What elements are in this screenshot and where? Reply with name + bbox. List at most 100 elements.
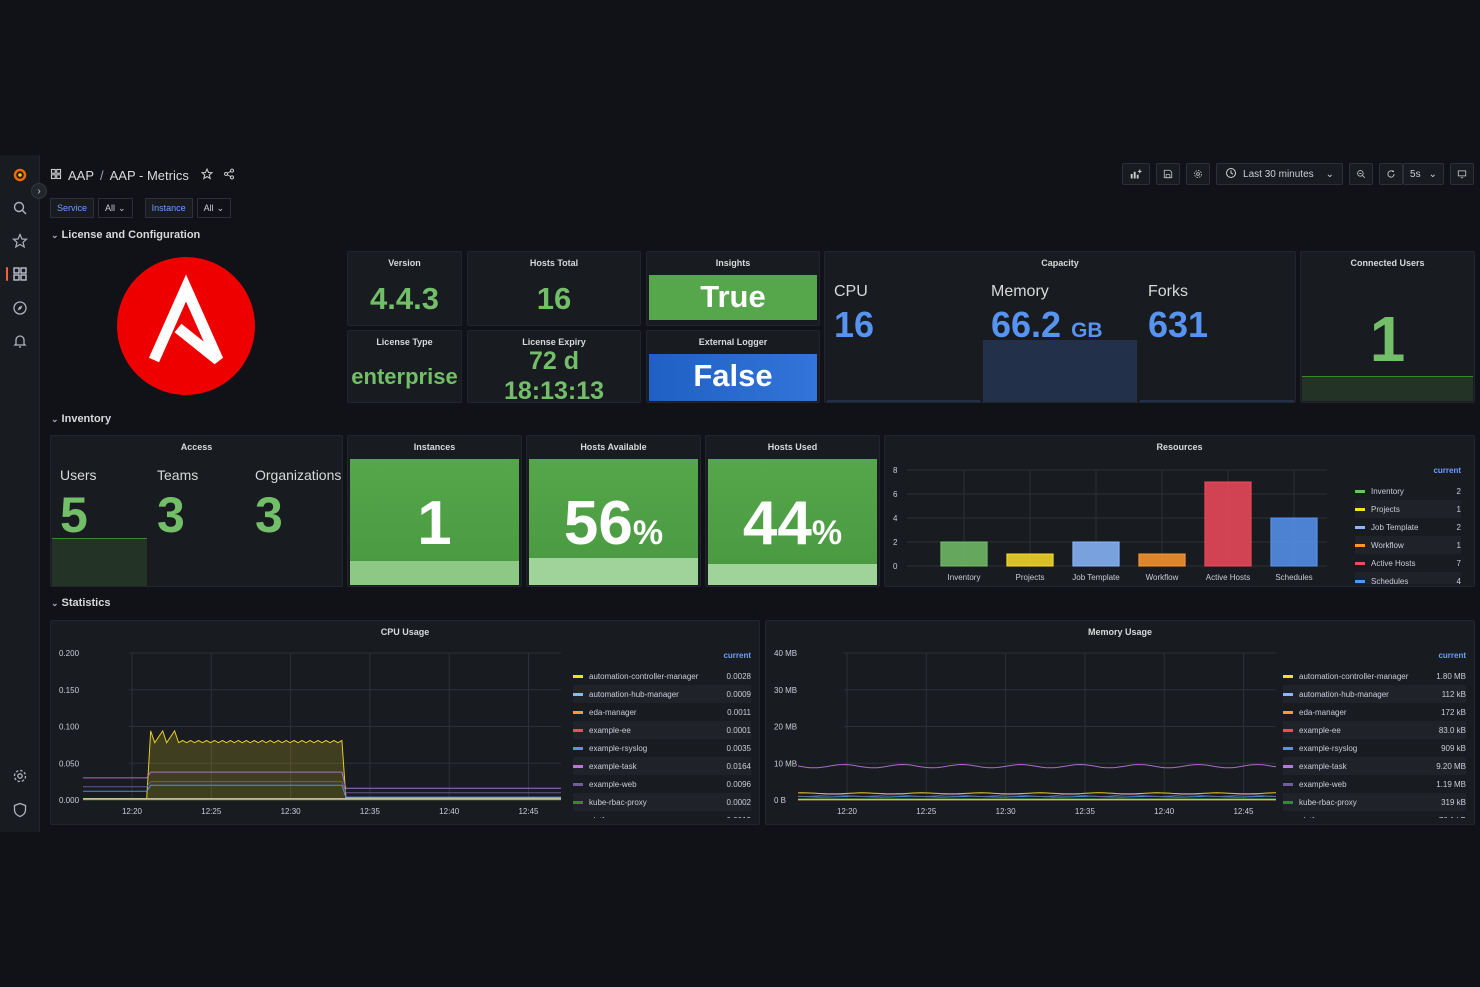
row-statistics[interactable]: ⌄ Statistics bbox=[51, 597, 110, 609]
shield-icon[interactable] bbox=[10, 800, 30, 820]
x-tick-label: 12:45 bbox=[518, 807, 539, 816]
service-variable-value: All bbox=[105, 203, 116, 213]
instances-panel: Instances 1 bbox=[347, 435, 522, 587]
legend-item[interactable]: eda-manager 172 kB bbox=[1283, 703, 1466, 721]
row-inventory-title: Inventory bbox=[61, 413, 112, 425]
legend-item[interactable]: Job Template 2 bbox=[1355, 518, 1461, 536]
version-value: 4.4.3 bbox=[370, 281, 439, 316]
variables-bar: Service All ⌄ Instance All ⌄ bbox=[50, 198, 239, 218]
legend-value: 1 bbox=[1456, 504, 1461, 514]
search-icon[interactable] bbox=[10, 198, 30, 218]
panel-title: Memory Usage bbox=[1087, 627, 1153, 637]
legend-item[interactable]: Projects 1 bbox=[1355, 500, 1461, 518]
service-variable-label: Service bbox=[50, 198, 95, 218]
legend-item[interactable]: kube-rbac-proxy 0.0002 bbox=[573, 793, 751, 811]
cpu-sparkline bbox=[827, 400, 980, 402]
memory-value: 66.2 bbox=[991, 304, 1062, 345]
legend-item[interactable]: Active Hosts 7 bbox=[1355, 554, 1461, 572]
page-title[interactable]: AAP - Metrics bbox=[109, 167, 189, 183]
x-tick-label: 12:25 bbox=[916, 807, 937, 816]
gear-icon[interactable] bbox=[10, 766, 30, 786]
legend-item[interactable]: example-task 0.0164 bbox=[573, 757, 751, 775]
legend-item[interactable]: automation-hub-manager 0.0009 bbox=[573, 685, 751, 703]
legend-item[interactable]: eda-manager 0.0011 bbox=[573, 703, 751, 721]
hosts-used-unit: % bbox=[811, 514, 843, 552]
share-icon[interactable] bbox=[223, 168, 235, 183]
tv-mode-button[interactable] bbox=[1450, 163, 1474, 185]
organizations-label: Organizations bbox=[255, 467, 342, 483]
legend-item[interactable]: kube-rbac-proxy 319 kB bbox=[1283, 793, 1466, 811]
legend-swatch bbox=[1283, 728, 1293, 732]
legend-item[interactable]: Inventory 2 bbox=[1355, 482, 1461, 500]
bar bbox=[1072, 541, 1120, 567]
refresh-button[interactable] bbox=[1379, 163, 1404, 185]
x-tick-label: 12:35 bbox=[1075, 807, 1096, 816]
legend-label: kube-rbac-proxy bbox=[1299, 797, 1357, 807]
sidebar-expand-icon[interactable]: › bbox=[31, 183, 47, 199]
legend-swatch bbox=[573, 710, 583, 714]
hosts-available-value-group: 56% bbox=[527, 488, 700, 559]
save-dashboard-button[interactable] bbox=[1156, 163, 1181, 185]
legend-item[interactable]: example-web 1.19 MB bbox=[1283, 775, 1466, 793]
chevron-down-icon: ⌄ bbox=[51, 230, 59, 240]
dashboards-grid-icon[interactable] bbox=[50, 168, 62, 183]
instance-variable-select[interactable]: All ⌄ bbox=[196, 198, 232, 218]
dashboards-icon[interactable] bbox=[10, 264, 30, 284]
row-inventory[interactable]: ⌄ Inventory bbox=[51, 413, 111, 425]
zoom-out-button[interactable] bbox=[1349, 163, 1374, 185]
legend-item[interactable]: Schedules 4 bbox=[1355, 572, 1461, 584]
legend-label: Schedules bbox=[1371, 576, 1409, 585]
legend-item[interactable]: Workflow 1 bbox=[1355, 536, 1461, 554]
legend-item[interactable]: automation-controller-manager 0.0028 bbox=[573, 667, 751, 685]
legend-item[interactable]: platform-resource-manager76.1 kB bbox=[1283, 811, 1466, 819]
x-tick-label: 12:30 bbox=[281, 807, 302, 816]
row-license-title: License and Configuration bbox=[61, 229, 201, 241]
refresh-interval-label: 5s bbox=[1410, 168, 1421, 180]
legend-swatch bbox=[1355, 561, 1365, 565]
favorite-star-icon[interactable] bbox=[200, 167, 214, 183]
legend-value: 0.0011 bbox=[727, 707, 751, 717]
legend-label: example-ee bbox=[589, 725, 631, 735]
alerting-bell-icon[interactable] bbox=[10, 331, 30, 351]
row-license[interactable]: ⌄ License and Configuration bbox=[51, 229, 200, 241]
dashboard-settings-button[interactable] bbox=[1186, 163, 1211, 185]
legend-swatch bbox=[1355, 543, 1365, 547]
legend-item[interactable]: example-ee 0.0001 bbox=[573, 721, 751, 739]
service-variable-select[interactable]: All ⌄ bbox=[98, 198, 133, 218]
panel-title: License Expiry bbox=[522, 337, 586, 347]
explore-icon[interactable] bbox=[10, 298, 30, 318]
panel-title: Version bbox=[388, 258, 421, 268]
legend-item[interactable]: example-task 9.20 MB bbox=[1283, 757, 1466, 775]
instance-variable-label: Instance bbox=[144, 198, 193, 218]
star-icon[interactable] bbox=[10, 231, 30, 251]
legend-item[interactable]: automation-hub-manager 112 kB bbox=[1283, 685, 1466, 703]
y-tick-label: 10 MB bbox=[774, 759, 797, 768]
refresh-interval-select[interactable]: 5s ⌄ bbox=[1403, 163, 1444, 185]
legend-swatch bbox=[1283, 782, 1293, 786]
legend-item[interactable]: example-rsyslog 0.0035 bbox=[573, 739, 751, 757]
legend-swatch bbox=[1355, 525, 1365, 529]
forks-sparkline bbox=[1140, 400, 1294, 402]
add-panel-button[interactable] bbox=[1122, 163, 1151, 185]
legend-item[interactable]: example-rsyslog 909 kB bbox=[1283, 739, 1466, 757]
cpu-value: 16 bbox=[834, 304, 875, 345]
cpu-usage-panel: CPU Usage 0.000 0.050 0.100 0.150 0.200 12:20… bbox=[50, 620, 760, 825]
legend-item[interactable]: example-web 0.0096 bbox=[573, 775, 751, 793]
legend-label: example-ee bbox=[1299, 725, 1341, 735]
legend-value: 1.80 MB bbox=[1436, 671, 1466, 681]
organizations-value: 3 bbox=[255, 487, 283, 543]
hosts-available-fill bbox=[529, 558, 698, 585]
breadcrumb-folder[interactable]: AAP bbox=[68, 167, 95, 183]
legend-item[interactable]: automation-controller-manager 1.80 MB bbox=[1283, 667, 1466, 685]
legend-value: 112 kB bbox=[1441, 689, 1466, 699]
x-tick-label: Workflow bbox=[1146, 573, 1179, 582]
grafana-logo-icon[interactable] bbox=[10, 165, 30, 185]
time-picker-button[interactable]: Last 30 minutes ⌄ bbox=[1216, 163, 1344, 185]
legend-label: platform-resource-manager bbox=[1299, 816, 1439, 819]
users-value: 5 bbox=[60, 487, 88, 543]
instances-sparkline bbox=[350, 561, 519, 585]
panel-title: Connected Users bbox=[1350, 258, 1425, 268]
legend-value: 909 kB bbox=[1441, 743, 1466, 753]
legend-item[interactable]: example-ee 83.0 kB bbox=[1283, 721, 1466, 739]
